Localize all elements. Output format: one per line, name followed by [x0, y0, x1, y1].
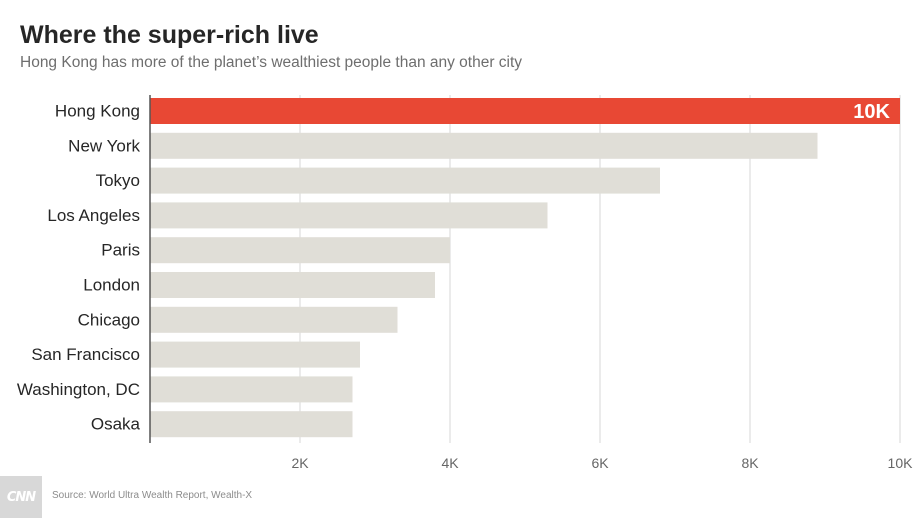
- category-label: Hong Kong: [55, 102, 140, 121]
- bar-chicago: [150, 306, 398, 333]
- chart-subtitle: Hong Kong has more of the planet’s wealt…: [20, 54, 523, 71]
- bar-san-francisco: [150, 341, 360, 368]
- category-label: London: [83, 276, 140, 295]
- x-tick-label: 6K: [591, 455, 609, 470]
- bar-chart: 10K Hong Kong New York Tokyo Los Angeles Par…: [17, 95, 913, 470]
- x-tick-label: 4K: [441, 455, 459, 470]
- data-label: 10K: [853, 101, 890, 123]
- x-tick-label: 2K: [291, 455, 309, 470]
- category-label: New York: [68, 136, 140, 155]
- x-axis-ticks: 2K 4K 6K 8K 10K: [291, 455, 913, 470]
- bar-tokyo: [150, 167, 660, 194]
- bar-paris: [150, 237, 450, 264]
- category-label: Paris: [101, 241, 140, 260]
- source-note: Source: World Ultra Wealth Report, Wealt…: [52, 490, 253, 501]
- bar-hong-kong: [150, 98, 900, 124]
- bar-washington-dc: [150, 376, 353, 403]
- category-label: Osaka: [91, 415, 141, 434]
- bars: 10K: [150, 98, 900, 438]
- x-tick-label: 10K: [888, 455, 914, 470]
- category-label: Chicago: [78, 310, 140, 329]
- bar-london: [150, 272, 435, 298]
- category-label: Los Angeles: [47, 206, 140, 225]
- category-label: San Francisco: [31, 345, 140, 364]
- cnn-logo: CNN: [0, 476, 42, 518]
- category-label: Washington, DC: [17, 380, 140, 399]
- footer: CNN Source: World Ultra Wealth Report, W…: [0, 476, 920, 518]
- x-tick-label: 8K: [741, 455, 759, 470]
- category-label: Tokyo: [96, 171, 140, 190]
- bar-osaka: [150, 411, 353, 438]
- chart-title: Where the super-rich live: [20, 21, 319, 49]
- bar-new-york: [150, 132, 818, 159]
- category-labels: Hong Kong New York Tokyo Los Angeles Paris Lo…: [17, 102, 141, 434]
- bar-los-angeles: [150, 202, 548, 229]
